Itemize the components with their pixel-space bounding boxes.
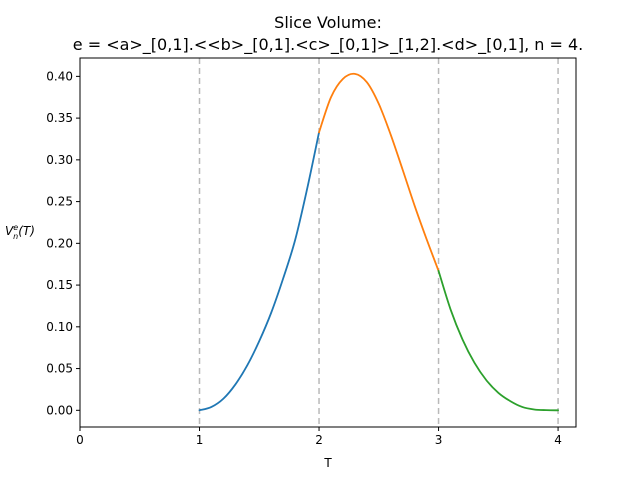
y-axis-label-suffix: (T) <box>18 224 35 238</box>
x-tick-label: 1 <box>196 433 204 447</box>
plot-area: 0 1 2 3 4 0.00 0.05 0.10 0.15 0.20 0.25 0.30 0.35 0.4… <box>46 57 577 447</box>
y-tick-label: 0.30 <box>46 153 73 167</box>
y-tick-label: 0.25 <box>46 195 73 209</box>
y-axis-label-subscript: n <box>13 232 18 241</box>
y-tick-label: 0.00 <box>46 403 73 417</box>
series-line-1 <box>198 131 320 412</box>
x-tick-label: 4 <box>554 433 562 447</box>
y-axis-label-base: V <box>5 224 14 238</box>
chart-subtitle: e = <a>_[0,1].<<b>_[0,1].<c>_[0,1]>_[1,2… <box>73 35 583 55</box>
y-tick-label: 0.20 <box>46 236 73 250</box>
series-line-2 <box>318 72 440 272</box>
x-tick-label: 2 <box>315 433 323 447</box>
x-tick-label: 3 <box>435 433 443 447</box>
y-axis-label: Ve n(T) <box>5 223 35 241</box>
y-tick-label: 0.35 <box>46 111 73 125</box>
series-line-3 <box>437 269 559 412</box>
y-tick-label: 0.40 <box>46 69 73 83</box>
y-tick-label: 0.10 <box>46 320 73 334</box>
x-axis-label: T <box>323 456 332 470</box>
chart-title: Slice Volume: <box>274 13 382 32</box>
x-tick-label: 0 <box>76 433 84 447</box>
axes-frame <box>79 57 577 428</box>
y-tick-label: 0.15 <box>46 278 73 292</box>
y-tick-label: 0.05 <box>46 362 73 376</box>
y-axis-label-superscript: e <box>13 223 18 232</box>
